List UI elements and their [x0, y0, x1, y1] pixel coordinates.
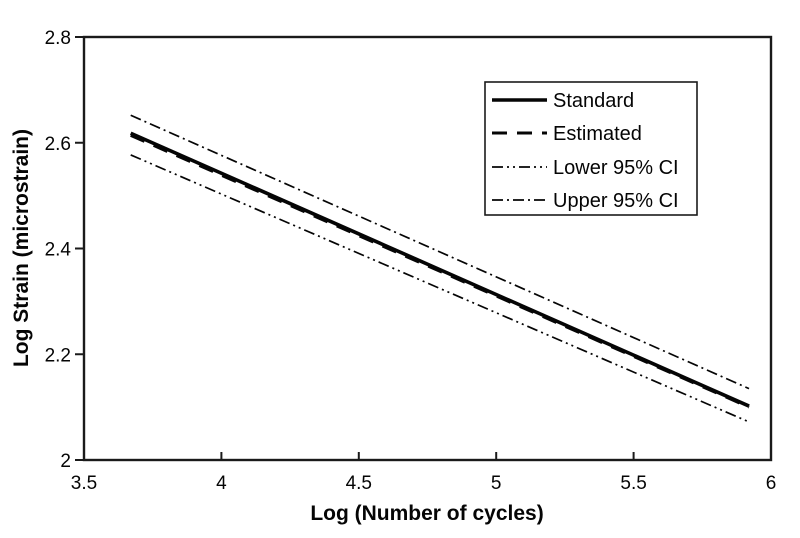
y-tick-label: 2.2: [45, 345, 71, 366]
y-axis-label: Log Strain (microstrain): [10, 129, 33, 367]
y-tick-label: 2: [60, 451, 71, 472]
x-tick-label: 5: [491, 473, 502, 494]
chart-dynamic-layer: 3.5 4 4.5 5 5.5 6 2 2.2 2.4 2.6 2.8: [45, 28, 777, 494]
x-tick-label: 4.5: [346, 473, 372, 494]
x-axis-label: Log (Number of cycles): [310, 502, 543, 525]
series-line-estimated: [130, 133, 750, 409]
y-tick-label: 2.4: [45, 240, 72, 261]
x-tick-label: 4: [216, 473, 227, 494]
series-line-upper-95-ci: [130, 114, 750, 390]
x-tick-label: 3.5: [71, 473, 97, 494]
legend-label-estimated: Estimated: [553, 123, 642, 145]
series-line-lower-95-ci: [130, 154, 750, 423]
legend-label-lower-ci: Lower 95% CI: [553, 157, 679, 179]
y-tick-label: 2.6: [45, 134, 71, 155]
legend-label-standard: Standard: [553, 90, 634, 112]
legend-box: [484, 81, 698, 216]
x-tick-label: 5.5: [620, 473, 646, 494]
y-tick-label: 2.8: [45, 28, 71, 49]
legend-label-upper-ci: Upper 95% CI: [553, 190, 679, 212]
x-tick-label: 6: [766, 473, 777, 494]
legend: Standard Estimated Lower 95% CI Upper 95…: [484, 81, 698, 216]
